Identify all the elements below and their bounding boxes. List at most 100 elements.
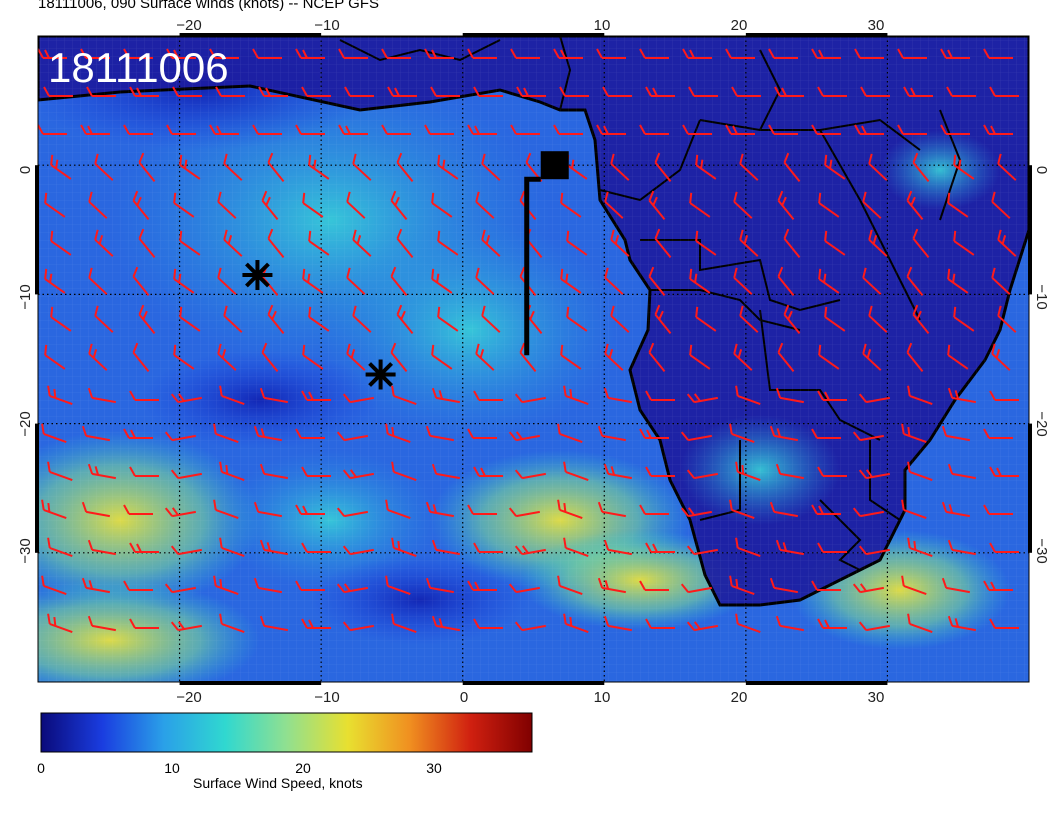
frame-bar-bottom [179,681,322,685]
wind-barb [87,387,116,404]
wind-barb [989,618,1019,629]
wind-barb [645,618,675,629]
wind-barb [252,48,282,59]
wind-barb [739,305,759,333]
y-tick-left: 0 [17,166,34,174]
wind-barb [179,306,201,332]
wind-barb [603,615,632,632]
wind-barb [219,385,245,406]
wind-barb [80,124,110,135]
wind-barb [217,191,237,219]
x-tick-bottom: −10 [314,689,339,706]
wind-barb [301,542,331,553]
wind-barb [817,390,847,401]
wind-barb [868,229,888,257]
wind-barb [391,461,417,482]
wind-barb [381,124,411,135]
wind-barb [947,463,976,480]
wind-barb [88,267,108,295]
wind-barb [166,48,196,59]
wind-barb [173,192,195,218]
y-tick-left: −10 [17,284,34,309]
wind-barb [344,86,374,97]
frame-bar-top [462,33,605,37]
wind-barb [897,124,927,135]
wind-barb [907,461,933,482]
wind-barb [817,466,847,477]
wind-barb [824,154,846,180]
wind-barb [219,461,245,482]
wind-barb [431,387,460,404]
wind-barb [129,86,159,97]
wind-barb [261,190,279,220]
wind-barb [123,428,153,439]
wind-barb [129,542,159,553]
wind-barb [302,344,324,370]
wind-barb [941,425,970,442]
wind-barb [768,48,798,59]
wind-barb [431,463,460,480]
wind-barb [338,48,368,59]
frame-bar-top [179,33,322,37]
wind-barb [868,153,888,181]
wind-barb [253,425,282,442]
marker-track [524,176,541,356]
wind-barb [132,266,150,296]
wind-barb [179,230,201,256]
wind-barb [596,48,626,59]
wind-barb [907,537,933,558]
wind-barb [342,545,374,556]
wind-barb [467,428,497,439]
wind-barb [953,154,975,180]
wind-barb [170,393,202,404]
wind-barb [940,124,970,135]
x-tick-top: 10 [594,17,611,34]
wind-barb [645,86,675,97]
y-axis-right: 0 −10 −20 −30 [1033,166,1050,564]
wind-barb [739,229,759,257]
wind-barb [209,48,239,59]
wind-barb [991,191,1011,219]
wind-barb [991,267,1011,295]
wind-barb [680,507,712,518]
wind-barb [223,305,243,333]
wind-barbs [38,48,1019,634]
wind-barb [686,545,718,556]
frame-bar-right [1028,165,1032,295]
wind-barb [473,542,503,553]
colorbar-label: Surface Wind Speed, knots [193,775,363,791]
wind-barb [906,190,924,220]
wind-barb [983,504,1013,515]
wind-barb [44,192,66,218]
wind-barb [602,86,632,97]
wind-barb [81,501,110,518]
wind-barb [604,267,624,295]
wind-barb [775,463,804,480]
wind-barb [686,469,718,480]
wind-barb [267,228,285,258]
wind-barb [179,154,201,180]
wind-barb [166,124,196,135]
wind-barb [901,423,927,444]
wind-barb [597,577,626,594]
wind-barb [854,48,884,59]
wind-barb [213,499,239,520]
wind-barb [947,539,976,556]
wind-barb [267,304,285,334]
wind-barb [680,583,712,594]
wind-barb [47,613,73,634]
wind-barb [138,228,156,258]
wind-barb [219,537,245,558]
wind-barb [391,385,417,406]
wind-barb [437,306,459,332]
wind-barb [43,86,73,97]
wind-barb [947,344,969,370]
frame-bar-bottom [462,681,605,685]
wind-barb [346,267,366,295]
wind-barb [253,501,282,518]
wind-barb [253,577,282,594]
wind-barb [639,580,669,591]
wind-barb [385,575,411,596]
wind-barb [295,504,325,515]
